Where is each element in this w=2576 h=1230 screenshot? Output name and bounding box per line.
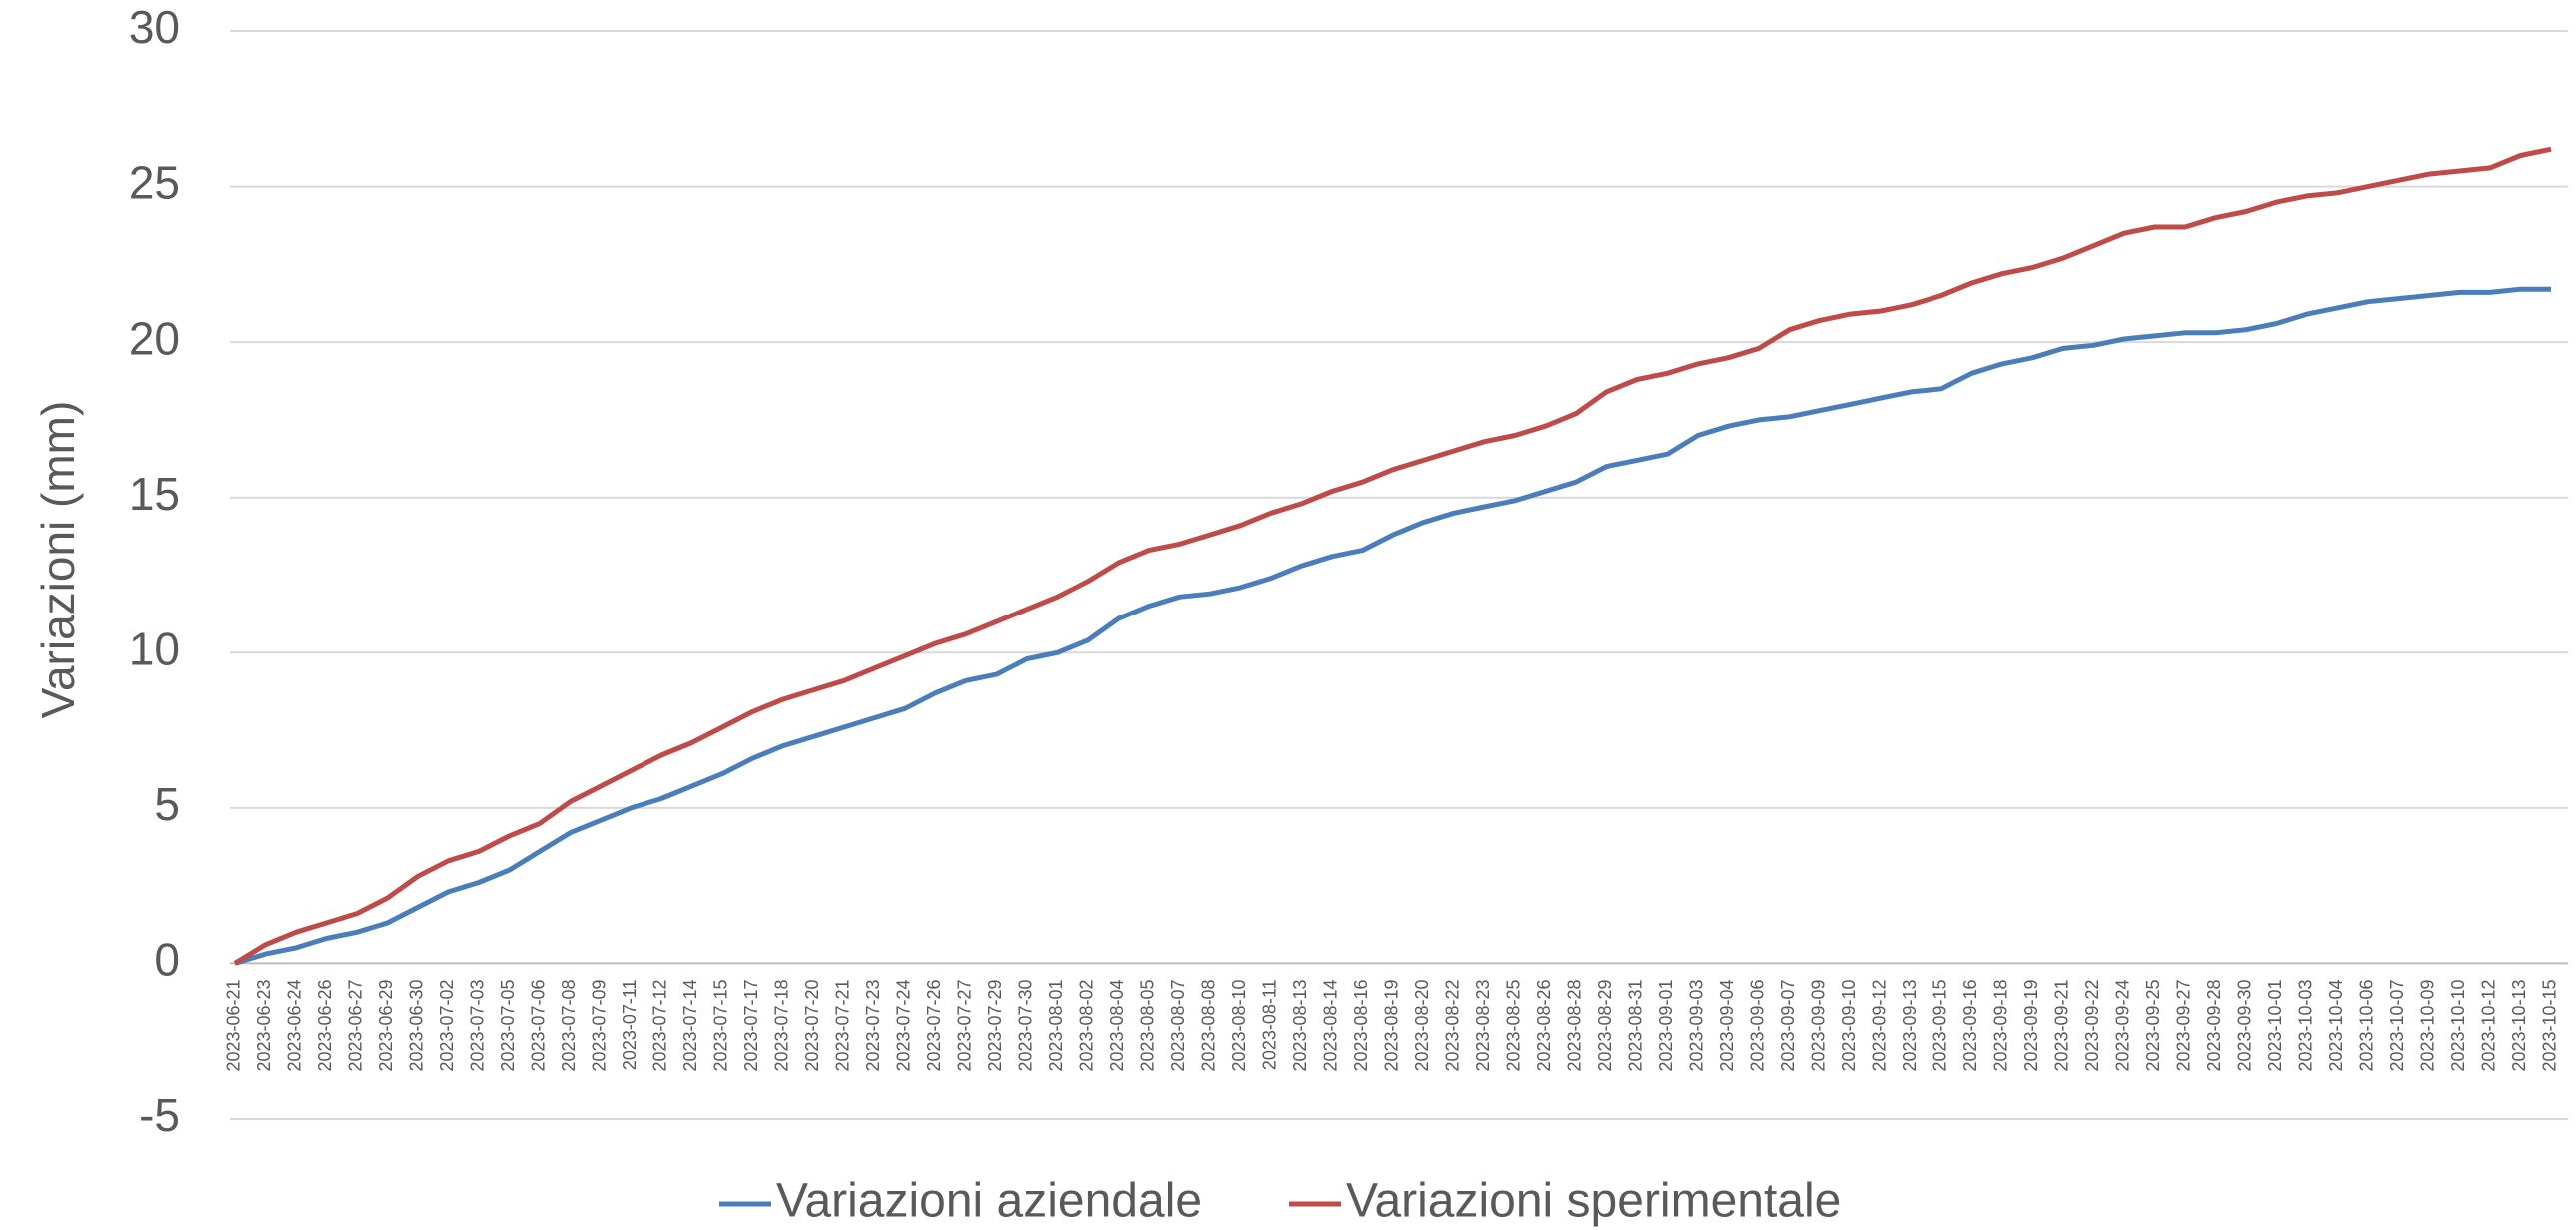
x-tick-label: 2023-08-19: [1382, 979, 1402, 1071]
x-tick-label: 2023-07-11: [620, 979, 640, 1070]
x-tick-label: 2023-08-31: [1626, 979, 1646, 1071]
x-tick-label: 2023-08-04: [1107, 979, 1127, 1071]
x-tick-label: 2023-10-12: [2479, 979, 2499, 1071]
x-tick-label: 2023-07-09: [590, 979, 610, 1071]
x-tick-label: 2023-07-30: [1016, 979, 1036, 1071]
x-tick-label: 2023-10-03: [2296, 979, 2316, 1071]
x-tick-label: 2023-07-05: [498, 979, 518, 1071]
x-tick-label: 2023-08-28: [1565, 979, 1585, 1071]
x-tick-label: 2023-10-07: [2387, 979, 2407, 1071]
x-tick-label: 2023-10-06: [2357, 979, 2377, 1071]
x-tick-label: 2023-10-13: [2509, 979, 2529, 1071]
x-tick-label: 2023-09-30: [2235, 979, 2255, 1071]
y-tick-label: -5: [139, 1089, 180, 1141]
y-tick-label: 5: [154, 778, 180, 830]
x-tick-label: 2023-09-24: [2113, 979, 2133, 1071]
x-tick-label: 2023-09-15: [1931, 979, 1950, 1071]
x-tick-label: 2023-07-14: [680, 979, 700, 1071]
x-tick-label: 2023-09-18: [1991, 979, 2011, 1071]
x-tick-label: 2023-09-22: [2082, 979, 2102, 1071]
x-tick-label: 2023-09-25: [2143, 979, 2163, 1071]
x-tick-label: 2023-06-30: [407, 979, 427, 1071]
y-axis-label: Variazioni (mm): [32, 401, 84, 719]
data-line: [234, 286, 2551, 966]
x-tick-label: 2023-06-24: [285, 979, 305, 1071]
x-tick-label: 2023-06-23: [254, 979, 274, 1071]
x-tick-label: 2023-07-02: [437, 979, 457, 1071]
x-tick-label: 2023-10-04: [2326, 979, 2346, 1071]
x-tick-label: 2023-09-03: [1687, 979, 1707, 1071]
x-tick-label: 2023-07-12: [650, 979, 670, 1071]
x-tick-label: 2023-08-23: [1473, 979, 1493, 1071]
x-tick-label: 2023-06-21: [224, 979, 244, 1071]
x-tick-label: 2023-07-27: [955, 979, 975, 1071]
x-tick-label: 2023-07-23: [863, 979, 883, 1071]
x-tick-label: 2023-09-09: [1809, 979, 1829, 1071]
x-tick-label: 2023-07-20: [802, 979, 822, 1071]
x-tick-label: 2023-08-29: [1595, 979, 1615, 1071]
x-tick-label: 2023-10-01: [2265, 979, 2285, 1071]
x-tick-label: 2023-08-22: [1443, 979, 1463, 1071]
x-tick-label: 2023-08-20: [1412, 979, 1432, 1071]
x-tick-label: 2023-09-04: [1717, 979, 1737, 1071]
x-tick-label: 2023-07-17: [741, 979, 761, 1071]
x-tick-label: 2023-10-15: [2540, 979, 2560, 1071]
data-line: [233, 146, 2552, 966]
x-tick-label: 2023-08-08: [1199, 979, 1219, 1071]
x-tick-label: 2023-07-26: [924, 979, 944, 1071]
x-tick-label: 2023-07-15: [711, 979, 731, 1071]
x-tick-label: 2023-08-14: [1321, 979, 1341, 1071]
x-tick-label: 2023-08-25: [1504, 979, 1524, 1071]
x-tick-label: 2023-09-27: [2174, 979, 2194, 1071]
x-tick-label: 2023-08-10: [1229, 979, 1249, 1071]
x-tick-label: 2023-08-01: [1046, 979, 1066, 1071]
x-tick-label: 2023-09-12: [1870, 979, 1890, 1071]
x-tick-label: 2023-06-26: [315, 979, 335, 1071]
x-tick-label: 2023-08-07: [1168, 979, 1188, 1071]
x-tick-label: 2023-10-09: [2418, 979, 2438, 1071]
x-tick-label: 2023-08-02: [1077, 979, 1097, 1071]
x-tick-label: 2023-07-08: [559, 979, 579, 1071]
x-tick-label: 2023-09-21: [2052, 979, 2072, 1071]
legend-label: Variazioni aziendale: [776, 1175, 1202, 1228]
x-tick-label: 2023-06-29: [376, 979, 396, 1071]
x-tick-label: 2023-09-19: [2021, 979, 2041, 1071]
x-tick-label: 2023-07-24: [894, 979, 914, 1071]
x-tick-label: 2023-09-06: [1748, 979, 1768, 1071]
x-tick-label: 2023-08-05: [1138, 979, 1158, 1071]
x-tick-label: 2023-07-06: [529, 979, 549, 1071]
x-tick-label: 2023-09-28: [2204, 979, 2224, 1071]
x-tick-label: 2023-06-27: [346, 979, 366, 1071]
y-tick-label: 15: [129, 468, 180, 520]
x-tick-label: 2023-08-13: [1290, 979, 1310, 1071]
y-tick-label: 0: [154, 934, 180, 986]
x-tick-label: 2023-08-26: [1534, 979, 1554, 1071]
y-tick-label: 20: [129, 312, 180, 364]
x-tick-label: 2023-07-29: [985, 979, 1005, 1071]
x-tick-label: 2023-07-18: [772, 979, 792, 1071]
y-tick-label: 25: [129, 157, 180, 209]
x-tick-label: 2023-09-07: [1778, 979, 1798, 1071]
x-tick-label: 2023-09-13: [1900, 979, 1920, 1071]
y-tick-label: 10: [129, 622, 180, 674]
legend-label: Variazioni sperimentale: [1346, 1175, 1841, 1228]
x-tick-label: 2023-09-01: [1656, 979, 1676, 1071]
x-tick-label: 2023-07-21: [833, 979, 853, 1071]
x-tick-label: 2023-10-10: [2448, 979, 2468, 1071]
x-tick-label: 2023-07-03: [468, 979, 488, 1071]
y-tick-label: 30: [129, 1, 180, 53]
x-tick-label: 2023-08-16: [1351, 979, 1371, 1071]
x-tick-label: 2023-09-16: [1960, 979, 1980, 1071]
x-tick-label: 2023-09-10: [1839, 979, 1859, 1071]
x-tick-label: 2023-08-11: [1260, 979, 1280, 1070]
